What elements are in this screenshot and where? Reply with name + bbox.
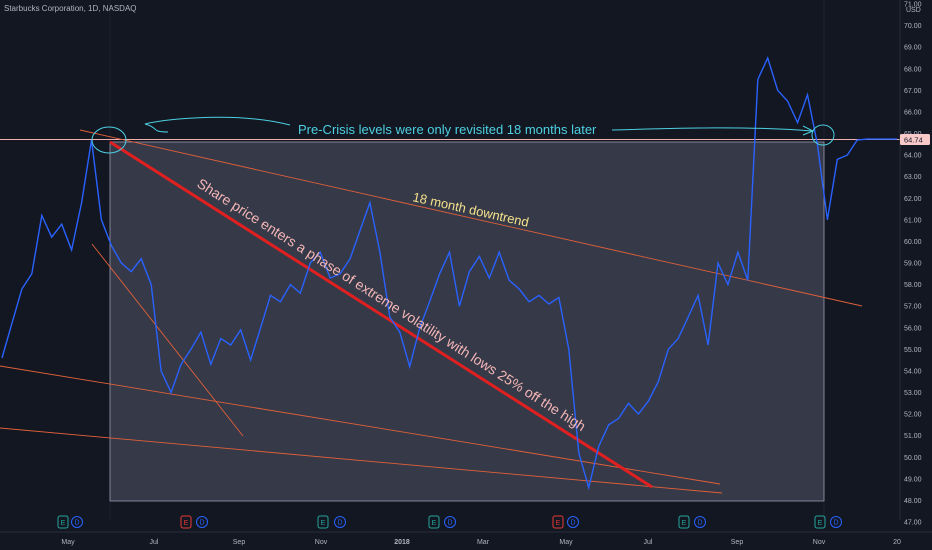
time-tick: May — [559, 539, 573, 546]
price-tick: 64.00 — [904, 153, 922, 160]
earnings-marker[interactable]: E — [317, 515, 329, 529]
dividend-marker-label: D — [570, 520, 575, 527]
currency-label: USD — [906, 7, 921, 14]
dividend-marker-label: D — [199, 520, 204, 527]
current-price-label: 64.74 — [904, 136, 923, 145]
trend-lines — [0, 129, 863, 494]
dividend-marker-label: D — [337, 520, 342, 527]
dividend-marker-label: D — [833, 520, 838, 527]
pre-crisis-arrows — [144, 116, 815, 136]
price-tick: 56.00 — [904, 325, 922, 332]
earnings-marker-label: E — [682, 520, 687, 527]
time-tick: Mar — [477, 539, 490, 546]
price-line — [1, 56, 897, 491]
price-axis-ticks: 71.0070.0069.0068.0067.0066.0065.0064.00… — [904, 2, 922, 527]
highlight-box — [109, 141, 825, 502]
price-tick: 66.00 — [904, 109, 922, 116]
price-tick: 60.00 — [904, 239, 922, 246]
price-tick: 48.00 — [904, 498, 922, 505]
price-tick: 50.00 — [904, 455, 922, 462]
time-axis-ticks: May Jul Sep Nov 2018 Mar May Jul Sep Nov 20 — [61, 539, 901, 546]
dividend-marker[interactable]: D — [444, 516, 456, 528]
time-tick: 20 — [893, 539, 901, 546]
time-tick: Nov — [315, 539, 328, 546]
time-tick: 2018 — [394, 539, 410, 546]
price-tick: 54.00 — [904, 368, 922, 375]
pre-crisis-annotation: Pre-Crisis levels were only revisited 18… — [298, 122, 597, 137]
earnings-marker-label: E — [556, 520, 561, 527]
earnings-marker[interactable]: E — [180, 515, 192, 529]
price-tick: 71.00 — [904, 2, 922, 9]
symbol-label: Starbucks Corporation, 1D, NASDAQ — [4, 4, 137, 13]
dividend-marker[interactable]: D — [196, 516, 208, 528]
earnings-marker-label: E — [184, 520, 189, 527]
time-tick: Jul — [150, 539, 159, 546]
price-tick: 63.00 — [904, 174, 922, 181]
earnings-marker[interactable]: E — [57, 515, 69, 529]
lower-fan-line-2 — [0, 365, 721, 485]
lower-fan-line-1 — [91, 243, 244, 437]
time-tick: Sep — [233, 539, 246, 546]
price-tick: 58.00 — [904, 282, 922, 289]
dividend-marker[interactable]: D — [830, 516, 842, 528]
price-tick: 59.00 — [904, 261, 922, 268]
price-tick: 47.00 — [904, 520, 922, 527]
time-tick: Jul — [644, 539, 653, 546]
earnings-marker-label: E — [432, 520, 437, 527]
price-tick: 61.00 — [904, 217, 922, 224]
dividend-marker-label: D — [447, 520, 452, 527]
time-tick: May — [61, 539, 75, 546]
upper-channel-line — [79, 129, 863, 307]
price-tick: 52.00 — [904, 412, 922, 419]
price-tick: 67.00 — [904, 88, 922, 95]
price-tick: 62.00 — [904, 196, 922, 203]
main-downtrend-line — [109, 140, 653, 489]
earnings-marker[interactable]: E — [428, 515, 440, 529]
price-axis-panel — [900, 0, 932, 520]
lower-fan-line-3 — [0, 427, 723, 494]
dividend-marker[interactable]: D — [567, 516, 579, 528]
earnings-marker[interactable]: E — [678, 515, 690, 529]
dividend-marker-label: D — [697, 520, 702, 527]
price-tick: 68.00 — [904, 66, 922, 73]
earnings-marker-label: E — [321, 520, 326, 527]
earnings-marker[interactable]: E — [552, 515, 564, 529]
earnings-marker[interactable]: E — [814, 515, 826, 529]
dividend-marker[interactable]: D — [334, 516, 346, 528]
price-tick: 49.00 — [904, 476, 922, 483]
time-tick: Nov — [813, 539, 826, 546]
dividend-marker-label: D — [74, 520, 79, 527]
pre-crisis-circles — [91, 124, 835, 154]
dividend-marker[interactable]: D — [694, 516, 706, 528]
current-price-badge[interactable]: 64.74 — [900, 134, 930, 145]
price-tick: 57.00 — [904, 304, 922, 311]
price-tick: 51.00 — [904, 433, 922, 440]
time-tick: Sep — [731, 539, 744, 546]
price-tick: 55.00 — [904, 347, 922, 354]
earnings-marker-label: E — [818, 520, 823, 527]
dividend-marker[interactable]: D — [71, 516, 83, 528]
price-tick: 70.00 — [904, 23, 922, 30]
price-tick: 53.00 — [904, 390, 922, 397]
price-tick: 69.00 — [904, 45, 922, 52]
earnings-marker-label: E — [61, 520, 66, 527]
